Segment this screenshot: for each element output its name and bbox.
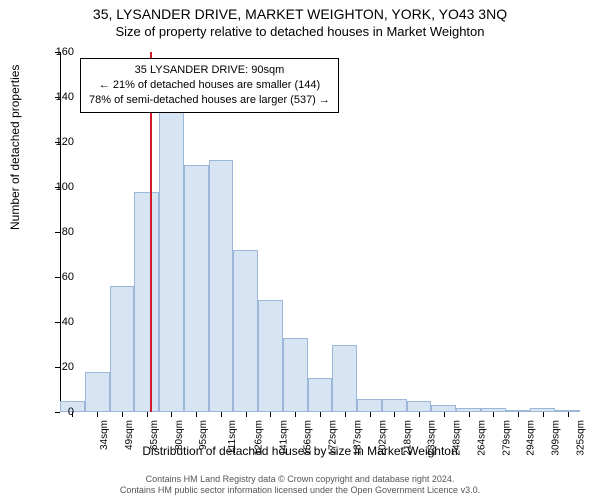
x-tick	[171, 412, 172, 417]
y-tick-label: 100	[44, 181, 74, 193]
y-tick-label: 140	[44, 91, 74, 103]
x-tick	[493, 412, 494, 417]
x-tick-label: 218sqm	[402, 420, 413, 456]
histogram-bar	[85, 372, 110, 413]
x-tick-label: 126sqm	[254, 420, 265, 456]
histogram-bar	[258, 300, 283, 413]
callout-line-larger: 78% of semi-detached houses are larger (…	[89, 93, 330, 108]
histogram-bar	[233, 250, 258, 412]
x-tick-label: 325sqm	[575, 420, 586, 456]
y-tick-label: 80	[44, 226, 74, 238]
histogram-bar	[134, 192, 159, 413]
x-tick-label: 264sqm	[476, 420, 487, 456]
x-tick-label: 202sqm	[377, 420, 388, 456]
chart-subtitle: Size of property relative to detached ho…	[0, 22, 600, 39]
y-tick-label: 120	[44, 136, 74, 148]
x-tick	[97, 412, 98, 417]
x-tick-label: 95sqm	[198, 420, 209, 450]
histogram-bar	[357, 399, 382, 413]
x-tick-label: 294sqm	[526, 420, 537, 456]
footer-line-1: Contains HM Land Registry data © Crown c…	[0, 474, 600, 485]
x-tick	[518, 412, 519, 417]
x-tick	[444, 412, 445, 417]
x-tick-label: 156sqm	[303, 420, 314, 456]
histogram-bar	[209, 160, 234, 412]
x-tick	[295, 412, 296, 417]
chart-container: 35, LYSANDER DRIVE, MARKET WEIGHTON, YOR…	[0, 0, 600, 500]
x-tick-label: 279sqm	[501, 420, 512, 456]
x-tick	[246, 412, 247, 417]
x-tick-label: 111sqm	[227, 420, 238, 454]
callout-box: 35 LYSANDER DRIVE: 90sqm← 21% of detache…	[80, 58, 339, 113]
x-tick-label: 34sqm	[99, 420, 110, 450]
histogram-bar	[184, 165, 209, 413]
y-tick-label: 60	[44, 271, 74, 283]
histogram-bar	[283, 338, 308, 412]
histogram-bar	[308, 378, 333, 412]
x-tick-label: 141sqm	[278, 420, 289, 456]
histogram-bar	[110, 286, 135, 412]
x-tick	[221, 412, 222, 417]
x-tick-label: 172sqm	[328, 420, 339, 456]
x-tick-label: 65sqm	[149, 420, 160, 450]
x-tick-label: 187sqm	[353, 420, 364, 456]
y-axis-label: Number of detached properties	[8, 65, 22, 230]
x-tick	[419, 412, 420, 417]
callout-line-property: 35 LYSANDER DRIVE: 90sqm	[89, 63, 330, 78]
histogram-bar	[332, 345, 357, 413]
x-tick	[394, 412, 395, 417]
footer-line-2: Contains HM public sector information li…	[0, 485, 600, 496]
chart-title: 35, LYSANDER DRIVE, MARKET WEIGHTON, YOR…	[0, 0, 600, 22]
x-tick	[320, 412, 321, 417]
x-tick	[543, 412, 544, 417]
histogram-bar	[431, 405, 456, 412]
footer: Contains HM Land Registry data © Crown c…	[0, 474, 600, 497]
y-tick-label: 20	[44, 361, 74, 373]
x-tick	[147, 412, 148, 417]
y-tick-label: 0	[44, 406, 74, 418]
histogram-bar	[159, 108, 184, 412]
x-tick-label: 233sqm	[427, 420, 438, 456]
x-tick-label: 49sqm	[124, 420, 135, 450]
x-tick	[469, 412, 470, 417]
x-tick	[568, 412, 569, 417]
x-tick-label: 309sqm	[551, 420, 562, 456]
x-tick-label: 80sqm	[174, 420, 185, 450]
x-tick-label: 248sqm	[452, 420, 463, 456]
histogram-bar	[407, 401, 432, 412]
x-tick	[196, 412, 197, 417]
x-tick	[270, 412, 271, 417]
histogram-bar	[382, 399, 407, 413]
callout-line-smaller: ← 21% of detached houses are smaller (14…	[89, 78, 330, 93]
x-tick	[122, 412, 123, 417]
x-tick	[370, 412, 371, 417]
y-tick-label: 160	[44, 46, 74, 58]
y-tick-label: 40	[44, 316, 74, 328]
x-tick	[345, 412, 346, 417]
